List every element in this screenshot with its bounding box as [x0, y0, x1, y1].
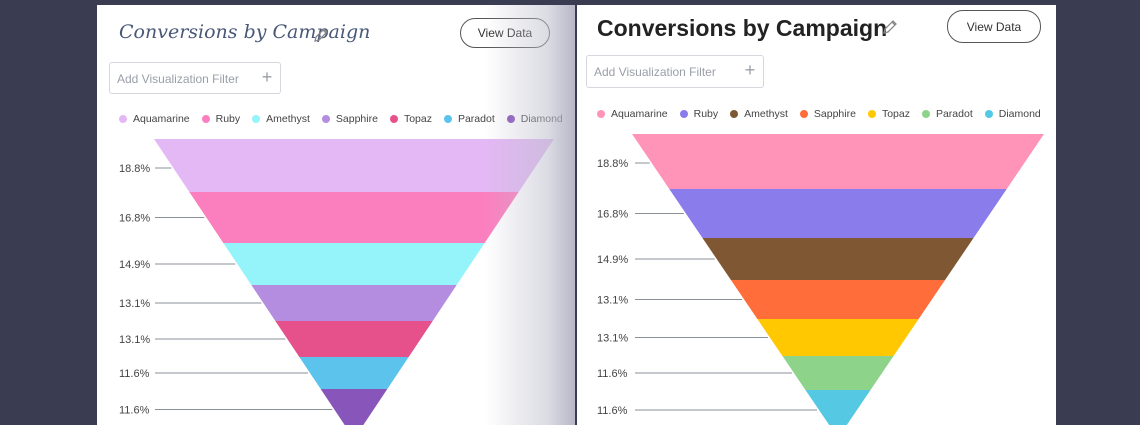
legend-swatch	[921, 110, 930, 118]
legend-label: Topaz	[403, 113, 432, 125]
legend-label: Topaz	[881, 108, 910, 120]
legend-swatch	[321, 115, 330, 123]
filter-placeholder: Add Visualization Filter	[594, 65, 716, 79]
data-label: 13.1%	[119, 334, 150, 346]
legend-swatch	[799, 110, 808, 118]
data-label: 16.8%	[119, 213, 150, 225]
data-label: 11.6%	[597, 405, 628, 417]
legend-swatch	[730, 110, 739, 118]
funnel-segment-sapphire[interactable]	[730, 280, 946, 319]
legend-label: Aquamarine	[133, 113, 190, 125]
data-label: 11.6%	[119, 405, 150, 417]
legend-swatch	[443, 115, 452, 123]
legend-label: Sapphire	[335, 113, 378, 125]
visualization-filter-input[interactable]: Add Visualization Filter +	[109, 62, 281, 94]
data-label: 18.8%	[597, 158, 628, 170]
legend-swatch	[389, 115, 398, 123]
funnel-segment-amethyst[interactable]	[223, 243, 485, 285]
data-label: 18.8%	[119, 163, 150, 175]
legend-label: Sapphire	[813, 108, 856, 120]
plus-icon[interactable]: +	[744, 60, 756, 80]
funnel-segment-topaz[interactable]	[757, 319, 919, 356]
pencil-icon[interactable]	[312, 26, 330, 44]
data-label: 16.8%	[597, 209, 628, 221]
view-data-button[interactable]: View Data	[947, 10, 1041, 43]
visualization-filter-input[interactable]: Add Visualization Filter +	[586, 55, 764, 88]
data-label: 14.9%	[597, 254, 628, 266]
legend-item[interactable]: Topaz	[867, 108, 910, 120]
legend-swatch	[867, 110, 876, 118]
legend-item[interactable]: Topaz	[389, 113, 432, 125]
data-label: 13.1%	[597, 295, 628, 307]
legend-item[interactable]: Amethyst	[730, 108, 788, 120]
legend-item[interactable]: Diamond	[984, 108, 1041, 120]
legend-label: Diamond	[998, 108, 1041, 120]
legend-swatch	[597, 110, 605, 118]
funnel-segment-aquamarine[interactable]	[154, 139, 554, 192]
funnel-segment-topaz[interactable]	[275, 321, 433, 357]
legend-label: Amethyst	[744, 108, 788, 120]
legend-label: Ruby	[693, 108, 719, 120]
data-label: 13.1%	[119, 298, 150, 310]
legend-label: Ruby	[215, 113, 241, 125]
legend-item[interactable]: Aquamarine	[119, 113, 190, 125]
legend-label: Amethyst	[266, 113, 310, 125]
legend-label: Aquamarine	[611, 108, 668, 120]
legend-swatch	[679, 110, 688, 118]
funnel-chart: 18.8% 16.8% 14.9% 13.1% 13.1% 11.6% 11.6%	[119, 139, 554, 425]
funnel-segment-sapphire[interactable]	[251, 285, 457, 321]
legend-label: Paradot	[935, 108, 973, 120]
data-label: 11.6%	[119, 368, 150, 380]
data-label: 13.1%	[597, 333, 628, 345]
chart-legend: Aquamarine Ruby Amethyst Sapphire Topaz Parad…	[597, 108, 1041, 120]
data-label: 11.6%	[597, 368, 628, 380]
left-chart-panel: Conversions by Campaign View Data Add Vi…	[97, 5, 575, 425]
legend-item[interactable]: Ruby	[679, 108, 719, 120]
chart-title: Conversions by Campaign	[119, 21, 371, 43]
funnel-segment-diamond[interactable]	[805, 390, 871, 425]
plus-icon[interactable]: +	[261, 67, 273, 87]
legend-item[interactable]: Paradot	[921, 108, 973, 120]
funnel-segment-ruby[interactable]	[189, 192, 519, 243]
legend-item[interactable]: Aquamarine	[597, 108, 668, 120]
funnel-segment-paradot[interactable]	[782, 356, 894, 390]
funnel-segment-amethyst[interactable]	[702, 238, 974, 280]
funnel-segment-aquamarine[interactable]	[632, 134, 1044, 189]
chart-title: Conversions by Campaign	[597, 15, 888, 41]
funnel-segment-diamond[interactable]	[320, 389, 388, 425]
legend-item[interactable]: Amethyst	[252, 113, 310, 125]
legend-swatch	[984, 110, 993, 118]
legend-swatch	[252, 115, 261, 123]
legend-swatch	[201, 115, 210, 123]
legend-item[interactable]: Ruby	[201, 113, 241, 125]
data-label: 14.9%	[119, 259, 150, 271]
right-chart-panel: Conversions by Campaign View Data Add Vi…	[577, 5, 1056, 425]
legend-swatch	[119, 115, 127, 123]
funnel-segment-paradot[interactable]	[299, 357, 409, 389]
funnel-chart: 18.8% 16.8% 14.9% 13.1% 13.1% 11.6% 11.6%	[597, 134, 1044, 425]
legend-item[interactable]: Sapphire	[799, 108, 856, 120]
legend-item[interactable]: Sapphire	[321, 113, 378, 125]
funnel-segment-ruby[interactable]	[669, 189, 1007, 238]
pencil-icon[interactable]	[881, 18, 899, 36]
filter-placeholder: Add Visualization Filter	[117, 72, 239, 86]
